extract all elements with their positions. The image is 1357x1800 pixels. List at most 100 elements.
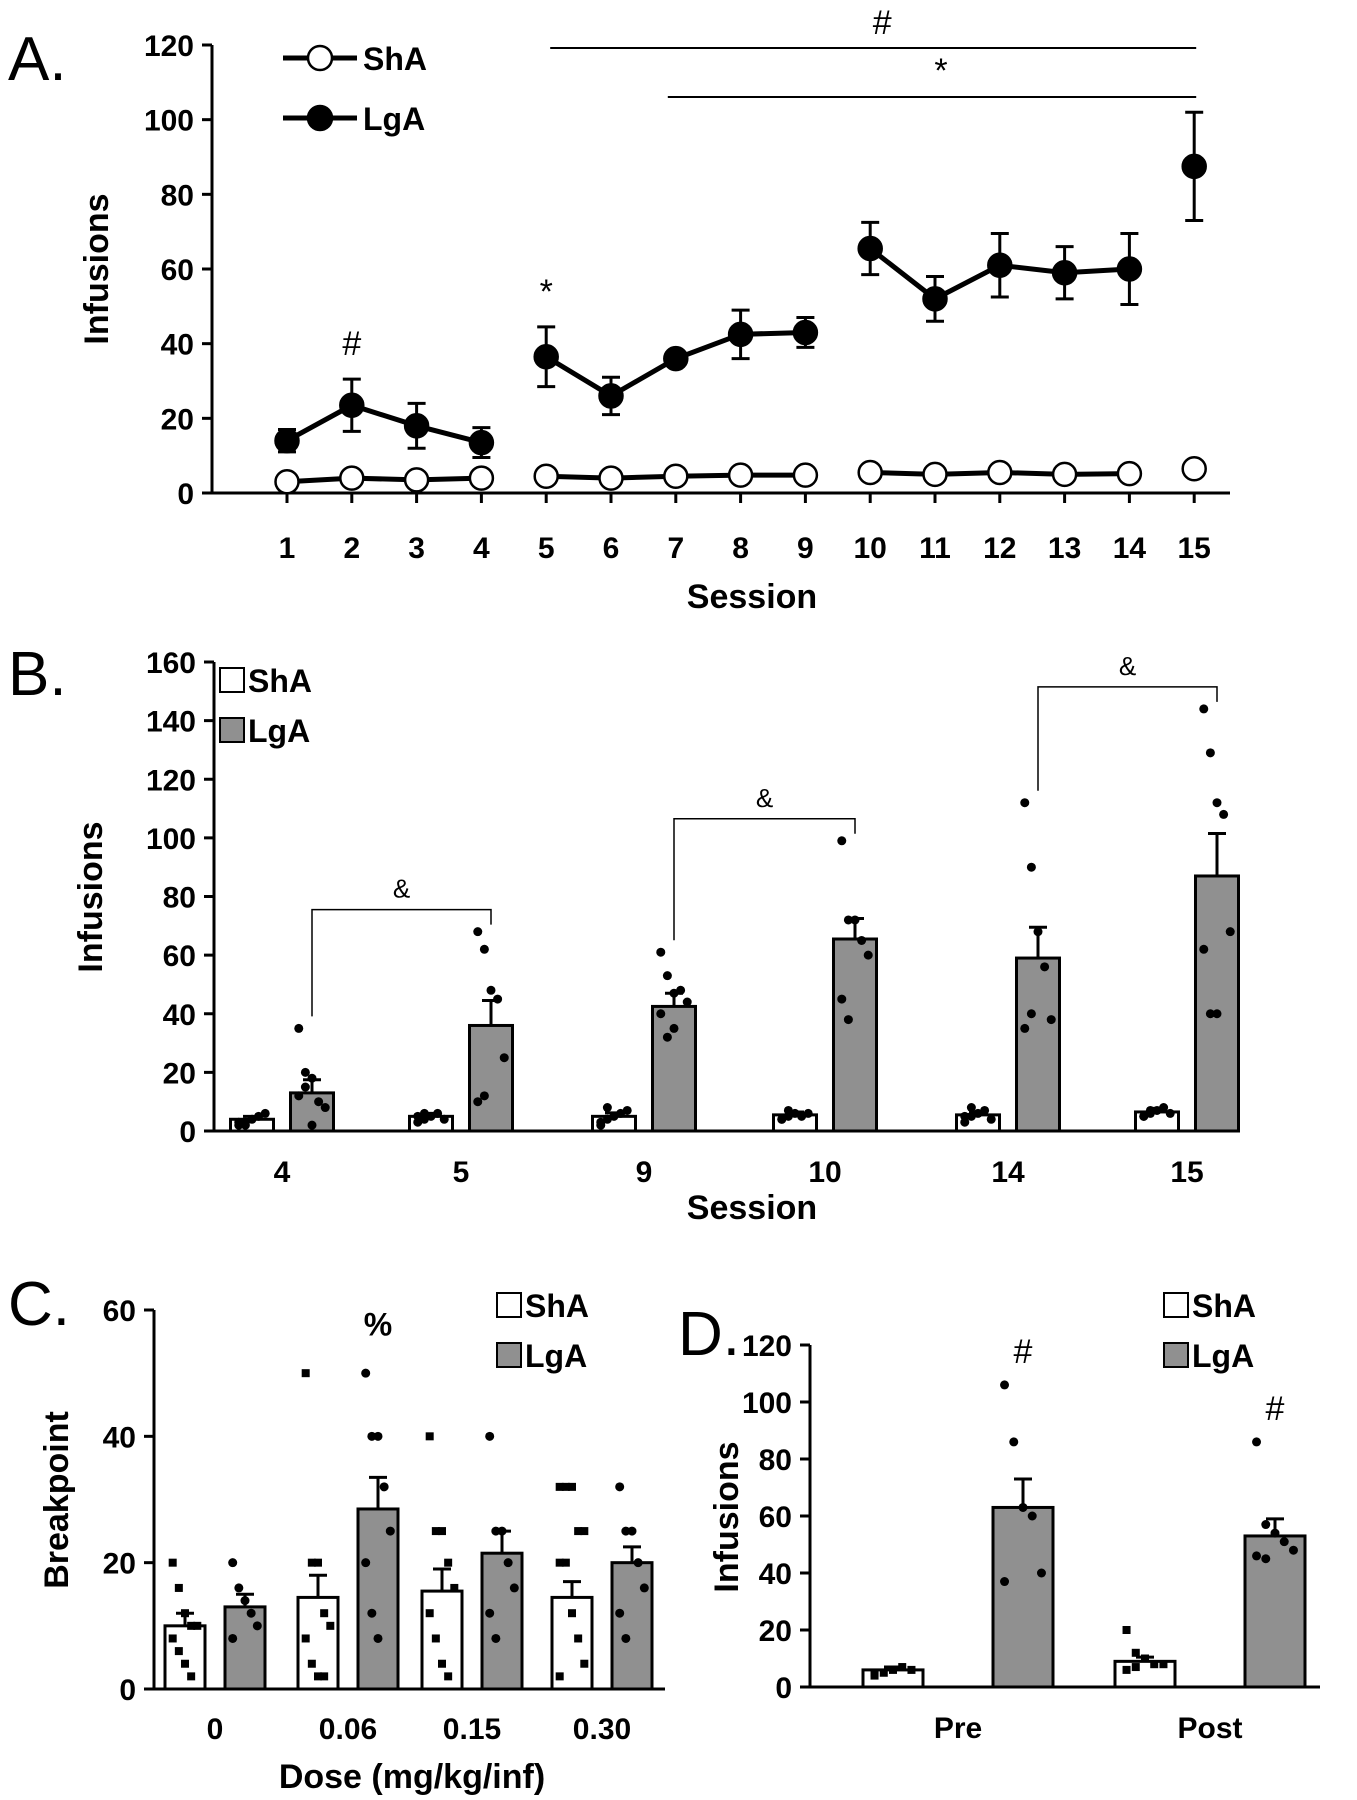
data-point-sha xyxy=(1165,1108,1175,1118)
y-tick-label: 20 xyxy=(163,1057,196,1090)
data-point-lga xyxy=(1027,1511,1037,1521)
data-point-lga xyxy=(639,1583,649,1593)
significance-bracket xyxy=(311,908,492,1017)
data-point-sha xyxy=(980,1105,990,1115)
y-tick-label: 60 xyxy=(759,1501,792,1534)
legend-label: ShA xyxy=(525,1288,589,1324)
significance-bracket xyxy=(673,818,856,941)
data-point-sha xyxy=(425,1609,434,1618)
data-point-lga xyxy=(403,413,430,439)
data-point-sha xyxy=(260,1108,270,1118)
data-point-lga xyxy=(1000,1577,1010,1587)
data-point-sha xyxy=(320,1609,329,1618)
data-point-lga xyxy=(373,1431,383,1441)
data-point-lga xyxy=(479,1091,489,1101)
legend: ShA LgA xyxy=(496,1288,589,1374)
y-tick-label: 140 xyxy=(146,706,196,739)
data-point-lga xyxy=(497,1526,507,1536)
legend-label: LgA xyxy=(248,713,310,749)
data-point-sha xyxy=(574,1527,583,1536)
x-tick-label: 11 xyxy=(919,532,951,565)
significance-bracket xyxy=(1037,686,1218,791)
data-point-lga xyxy=(491,1526,501,1536)
data-point-lga xyxy=(479,944,489,954)
x-tick-label: 15 xyxy=(1178,532,1211,565)
data-point-sha xyxy=(439,1114,449,1124)
x-tick-label: 4 xyxy=(274,1156,291,1189)
x-tick-label: 12 xyxy=(983,532,1016,565)
data-point-lga xyxy=(1116,256,1143,282)
data-point-lga xyxy=(656,947,666,957)
legend-swatch xyxy=(496,1342,522,1368)
panel-c: 0 20 40 60 Breakpoint Dose (mg/kg/inf) C. 0 0.06… xyxy=(8,1270,665,1796)
data-point-sha xyxy=(555,1558,564,1567)
x-tick-label: 0.15 xyxy=(443,1713,501,1746)
legend-swatch xyxy=(496,1292,522,1318)
data-point-lga xyxy=(669,1023,679,1033)
x-tick-label: 14 xyxy=(1113,532,1147,565)
y-tick-label: 60 xyxy=(163,940,196,973)
data-point-sha xyxy=(468,465,495,491)
significance-marker: & xyxy=(1119,651,1136,681)
data-point-sha xyxy=(433,1108,443,1118)
legend-label: ShA xyxy=(363,41,427,77)
data-point-lga xyxy=(234,1583,244,1593)
x-axis-title: Session xyxy=(687,1189,817,1227)
data-point-sha xyxy=(898,1663,907,1672)
data-point-sha xyxy=(922,461,948,488)
y-tick-label: 0 xyxy=(177,478,194,511)
data-point-sha xyxy=(419,1108,429,1118)
bar-lga xyxy=(480,1551,524,1691)
y-tick-label: 120 xyxy=(146,764,196,797)
data-point-sha xyxy=(193,1621,202,1630)
data-point-lga xyxy=(1212,1009,1222,1019)
data-point-sha xyxy=(301,1634,310,1643)
data-point-sha xyxy=(987,459,1013,486)
x-tick-label: 9 xyxy=(636,1156,653,1189)
series-line-sha xyxy=(286,475,482,485)
data-point-sha xyxy=(174,1583,183,1592)
legend-label: LgA xyxy=(1192,1338,1254,1374)
bar-lga xyxy=(832,937,878,1133)
data-point-sha xyxy=(574,1634,583,1643)
data-point-sha xyxy=(889,1665,897,1674)
data-point-lga xyxy=(662,971,672,981)
y-axis-title: Infusions xyxy=(72,821,110,972)
data-point-lga xyxy=(361,1368,371,1378)
bar-sha xyxy=(420,1589,464,1691)
legend-marker xyxy=(306,104,334,132)
data-point-lga xyxy=(473,927,483,937)
data-point-sha xyxy=(314,1558,322,1567)
bar-lga xyxy=(223,1605,267,1691)
x-tick-label: 2 xyxy=(343,532,360,565)
data-point-sha xyxy=(1116,460,1143,487)
data-point-lga xyxy=(1020,1023,1030,1033)
y-tick-label: 40 xyxy=(161,329,194,362)
data-point-sha xyxy=(1181,455,1207,482)
data-point-lga xyxy=(656,1009,666,1019)
data-point-sha xyxy=(857,459,883,486)
y-tick-label: 100 xyxy=(144,105,194,138)
data-point-lga xyxy=(486,985,496,995)
data-point-sha xyxy=(1141,1654,1149,1663)
data-point-lga xyxy=(1261,1554,1271,1564)
x-tick-label: 10 xyxy=(854,532,887,565)
data-point-sha xyxy=(1159,1103,1169,1113)
data-point-sha xyxy=(181,1609,189,1618)
data-point-lga xyxy=(987,252,1013,279)
panel-b: 0 20 40 60 80 100 120 140 160 Infusions Session B. 4… xyxy=(8,640,1240,1227)
data-point-lga xyxy=(246,1608,256,1618)
data-point-lga xyxy=(473,1097,483,1107)
data-point-sha xyxy=(966,1103,976,1113)
data-point-lga xyxy=(682,997,692,1007)
data-point-sha xyxy=(403,467,430,493)
y-tick-label: 120 xyxy=(144,30,194,63)
data-point-lga xyxy=(843,915,853,925)
legend-swatch xyxy=(219,667,245,693)
y-tick-label: 80 xyxy=(161,179,194,212)
data-point-lga xyxy=(615,1608,625,1618)
data-point-lga xyxy=(843,1015,853,1025)
x-tick-label: 13 xyxy=(1048,532,1081,565)
data-point-lga xyxy=(373,1633,383,1643)
data-point-sha xyxy=(1150,1660,1159,1669)
